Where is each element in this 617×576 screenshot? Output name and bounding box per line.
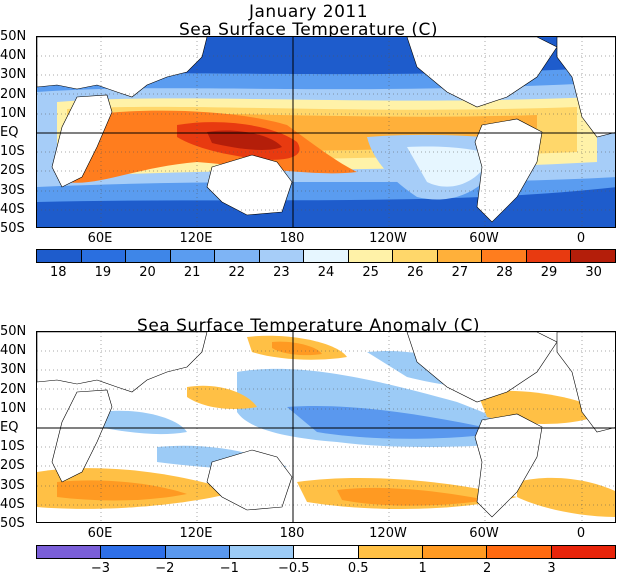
colorbar-label: 21: [183, 265, 201, 280]
colorbar-swatch: [101, 546, 166, 558]
colorbar-label: −2: [155, 561, 175, 576]
colorbar-swatch: [294, 546, 359, 558]
longitude-label: 60E: [87, 231, 113, 246]
latitude-label: 40S: [0, 201, 25, 217]
longitude-label: 120E: [179, 526, 213, 541]
latitude-label: 50N: [0, 324, 27, 339]
longitude-label: 60W: [469, 526, 499, 541]
colorbar-label: 22: [228, 265, 246, 280]
colorbar-swatch: [571, 250, 615, 262]
colorbar-label: 23: [273, 265, 290, 280]
colorbar-swatch: [37, 250, 82, 262]
colorbar-label: 27: [451, 265, 469, 280]
latitude-label: 30S: [0, 182, 25, 198]
colorbar-label: 20: [139, 265, 156, 280]
longitude-label: 120W: [369, 231, 407, 246]
colorbar-swatch: [304, 250, 349, 262]
colorbar-swatch: [37, 546, 102, 558]
latitude-label: 30N: [0, 362, 27, 378]
longitude-label: 60E: [87, 526, 113, 541]
colorbar-swatch: [422, 546, 488, 558]
latitude-label: 50S: [0, 516, 25, 531]
colorbar-swatch: [126, 250, 171, 262]
longitude-label: 120E: [179, 231, 213, 246]
longitude-label: 180: [279, 231, 305, 246]
colorbar-swatch: [487, 546, 552, 558]
colorbar-label: 1: [418, 561, 427, 576]
longitude-label: 120W: [369, 526, 407, 541]
main-title: January 2011: [248, 2, 369, 22]
colorbar-label: 25: [362, 265, 379, 280]
longitude-label: 180: [279, 526, 305, 541]
latitude-label: EQ: [0, 125, 19, 140]
colorbar-swatch: [259, 250, 305, 262]
colorbar-label: −1: [219, 561, 239, 576]
latitude-label: 20S: [0, 458, 25, 474]
colorbar-swatch: [526, 250, 572, 262]
colorbar-swatch: [482, 250, 527, 262]
latitude-label: 30N: [0, 67, 27, 83]
latitude-label: 10N: [0, 400, 27, 416]
sst-colorbar: [36, 249, 616, 263]
latitude-label: 50S: [0, 221, 25, 236]
colorbar-swatch: [165, 546, 230, 558]
latitude-label: 40S: [0, 496, 25, 512]
latitude-label: 30S: [0, 477, 25, 493]
colorbar-swatch: [551, 546, 615, 558]
longitude-label: 60W: [469, 231, 499, 246]
latitude-label: 20N: [0, 86, 27, 102]
colorbar-swatch: [81, 250, 127, 262]
sst-map: [36, 36, 616, 228]
latitude-label: 40N: [0, 343, 27, 359]
sst-title: Sea Surface Temperature (C): [179, 20, 438, 40]
colorbar-swatch: [393, 250, 438, 262]
colorbar-swatch: [229, 546, 295, 558]
colorbar-label: 3: [547, 561, 556, 576]
anomaly-field: [37, 332, 615, 522]
colorbar-swatch: [437, 250, 483, 262]
colorbar-label: 28: [496, 265, 513, 280]
latitude-label: 50N: [0, 29, 27, 44]
colorbar-label: 2: [482, 561, 492, 576]
colorbar-label: 29: [540, 265, 558, 280]
longitude-label: 0: [576, 231, 586, 246]
latitude-label: 20S: [0, 163, 25, 179]
sst-field: [37, 37, 615, 227]
latitude-label: EQ: [0, 420, 19, 435]
colorbar-label: −3: [90, 561, 111, 576]
latitude-label: 10S: [0, 144, 25, 160]
anomaly-colorbar: [36, 545, 616, 559]
colorbar-swatch: [348, 250, 394, 262]
colorbar-label: 18: [50, 265, 67, 280]
anomaly-map: [36, 331, 616, 523]
colorbar-swatch: [170, 250, 216, 262]
colorbar-label: 19: [94, 265, 112, 280]
latitude-label: 10S: [0, 439, 25, 455]
colorbar-label: −0.5: [277, 561, 310, 576]
latitude-label: 20N: [0, 381, 27, 397]
latitude-label: 40N: [0, 48, 27, 64]
colorbar-label: 24: [317, 265, 335, 280]
latitude-label: 10N: [0, 105, 27, 121]
colorbar-swatch: [358, 546, 423, 558]
longitude-label: 0: [576, 526, 586, 541]
colorbar-label: 26: [406, 265, 424, 280]
colorbar-swatch: [215, 250, 260, 262]
colorbar-label: 30: [585, 265, 602, 280]
colorbar-label: 0.5: [347, 561, 369, 576]
